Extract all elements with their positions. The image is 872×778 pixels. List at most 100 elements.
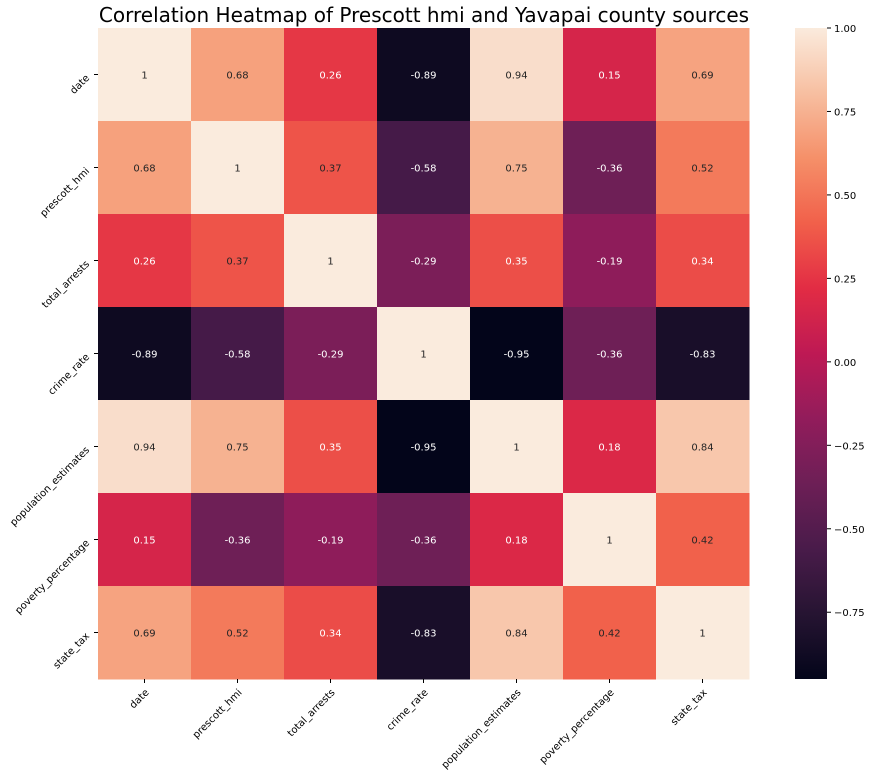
heatmap-cell	[656, 493, 750, 587]
x-tick-label: total_arrests	[286, 687, 338, 739]
cell-annotation: 0.52	[226, 629, 248, 640]
heatmap-cell	[191, 493, 285, 587]
heatmap-cell	[470, 493, 564, 587]
heatmap-cell	[191, 586, 285, 680]
heatmap-cell	[284, 121, 378, 215]
cell-annotation: 0.18	[505, 536, 527, 547]
y-tick-label: poverty_percentage	[13, 538, 92, 617]
x-tick-label: population_estimates	[440, 687, 524, 771]
cell-annotation: 1	[513, 443, 519, 454]
heatmap-cell	[377, 586, 471, 680]
heatmap-cell	[377, 214, 471, 308]
colorbar-tick-label: −0.75	[834, 608, 865, 619]
cell-annotation: -0.19	[318, 536, 344, 547]
cell-annotation: 1	[606, 536, 612, 547]
cell-annotation: 0.18	[598, 443, 620, 454]
cell-annotation: 0.42	[691, 536, 713, 547]
cell-annotation: -0.36	[597, 350, 623, 361]
heatmap-cell	[191, 400, 285, 494]
y-tick-label: population_estimates	[8, 445, 92, 529]
x-tick-label: date	[128, 687, 152, 711]
heatmap-cell	[377, 493, 471, 587]
heatmap-cell	[656, 307, 750, 401]
heatmap-cell	[284, 586, 378, 680]
cell-annotation: 0.35	[319, 443, 341, 454]
cell-annotation: 0.69	[691, 71, 713, 82]
heatmap-cell	[470, 307, 564, 401]
cell-annotation: 0.68	[226, 71, 248, 82]
heatmap-cell	[98, 586, 192, 680]
heatmap-cell	[470, 121, 564, 215]
chart-title: Correlation Heatmap of Prescott hmi and …	[99, 3, 749, 27]
heatmap-cell	[563, 586, 657, 680]
heatmap-cell	[191, 121, 285, 215]
heatmap-cell	[563, 400, 657, 494]
x-tick-label: state_tax	[669, 687, 710, 728]
cell-annotation: -0.95	[504, 350, 530, 361]
heatmap-cell	[284, 28, 378, 122]
heatmap-cell	[470, 400, 564, 494]
heatmap-cell	[98, 28, 192, 122]
heatmap-cell	[470, 28, 564, 122]
cell-annotation: 1	[327, 257, 333, 268]
cell-annotation: -0.29	[318, 350, 344, 361]
colorbar-gradient	[795, 28, 827, 679]
cell-annotation: -0.83	[411, 629, 437, 640]
heatmap-cell	[563, 493, 657, 587]
colorbar-tick-label: 0.50	[834, 191, 856, 202]
cell-annotation: 0.34	[691, 257, 713, 268]
heatmap-cell	[191, 307, 285, 401]
cell-annotation: 0.94	[133, 443, 155, 454]
cell-annotation: -0.89	[132, 350, 158, 361]
x-axis-ticks: date prescott_hmi total_arrests crime_rate p…	[128, 679, 710, 771]
cell-annotation: 0.15	[133, 536, 155, 547]
cell-annotation: 0.94	[505, 71, 527, 82]
colorbar-tick-label: −0.50	[834, 525, 865, 536]
colorbar-tick-label: 0.00	[834, 358, 856, 369]
cell-annotation: 0.42	[598, 629, 620, 640]
y-tick-label: crime_rate	[46, 352, 92, 398]
y-tick-label: prescott_hmi	[38, 166, 92, 220]
cell-annotation: 1	[699, 629, 705, 640]
colorbar-tick-label: 1.00	[834, 24, 856, 35]
cell-annotation: -0.29	[411, 257, 437, 268]
heatmap-cell	[284, 493, 378, 587]
heatmap-cell	[191, 28, 285, 122]
heatmap-cell	[563, 214, 657, 308]
cell-annotation: 0.84	[505, 629, 527, 640]
heatmap-cell	[284, 400, 378, 494]
cell-annotation: 0.52	[691, 164, 713, 175]
cell-annotation: -0.58	[225, 350, 251, 361]
cell-annotation: 1	[420, 350, 426, 361]
cell-annotation: 1	[141, 71, 147, 82]
heatmap-cell	[98, 214, 192, 308]
cell-annotation: 0.75	[226, 443, 248, 454]
heatmap-cell	[563, 121, 657, 215]
heatmap-cell	[470, 586, 564, 680]
heatmap-cell	[98, 493, 192, 587]
x-tick-label: prescott_hmi	[191, 687, 245, 741]
cell-annotation: -0.36	[225, 536, 251, 547]
cell-annotation: 0.37	[319, 164, 341, 175]
cell-annotation: 0.68	[133, 164, 155, 175]
heatmap-cell	[98, 400, 192, 494]
heatmap-cell	[656, 400, 750, 494]
cell-annotation: 0.26	[319, 71, 341, 82]
cell-annotation: 0.26	[133, 257, 155, 268]
cell-annotation: 1	[234, 164, 240, 175]
cell-annotation: -0.36	[597, 164, 623, 175]
heatmap-cell	[98, 307, 192, 401]
cell-annotations: 1 0.68 0.26 -0.89 0.94 0.15 0.69 0.68 1 0.37 -0.58…	[132, 71, 716, 640]
cell-annotation: 0.35	[505, 257, 527, 268]
heatmap-cell	[284, 214, 378, 308]
colorbar-tick-label: 0.25	[834, 274, 856, 285]
y-axis-ticks: date prescott_hmi total_arrests crime_ratep…	[8, 73, 98, 671]
heatmap-cell	[656, 214, 750, 308]
colorbar-tick-label: −0.25	[834, 441, 865, 452]
x-tick-label: crime_rate	[385, 687, 431, 733]
cell-annotation: -0.89	[411, 71, 437, 82]
heatmap-cell	[377, 28, 471, 122]
heatmap-cell	[377, 400, 471, 494]
cell-annotation: 0.84	[691, 443, 713, 454]
